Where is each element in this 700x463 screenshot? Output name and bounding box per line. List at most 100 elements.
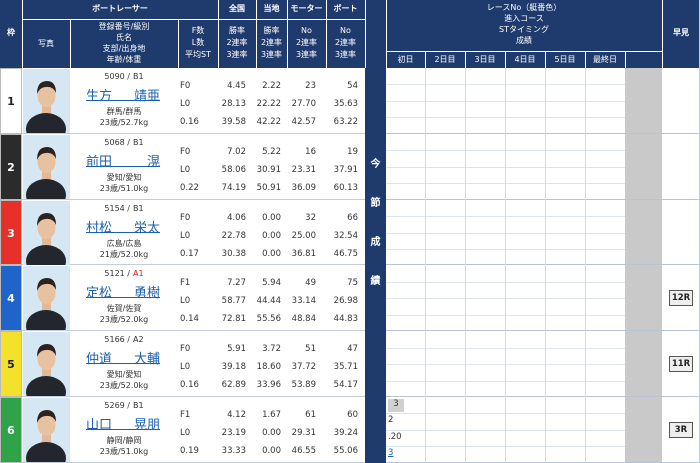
local-value: 3.72 [262,344,281,355]
national-value: 22.78 [221,230,246,241]
header-frame: 枠 [7,28,15,37]
racer-name[interactable]: 山口 晃朋 [86,414,160,433]
branch: 群馬/群馬 [106,107,142,116]
boat-value: 32.54 [333,230,358,241]
header-results: 成績 [516,36,532,45]
fl-value: F0 [180,212,191,223]
quick-button[interactable]: 3R [669,422,693,438]
fl-value: L0 [180,164,191,175]
branch: 広島/広島 [106,238,142,248]
name-part[interactable]: 山口 [86,418,113,433]
divider [386,132,700,134]
national-value: 33.33 [221,446,246,456]
divider [545,397,546,463]
racer-name[interactable]: 仲道 大輔 [86,348,160,368]
name-part[interactable]: 村松 [86,220,113,236]
branch: 佐賀/佐賀 [106,304,142,314]
reg-no: 5166 / [104,335,131,345]
row-bg [22,199,365,266]
fl-value: F0 [180,344,191,355]
frame-cell: 4 [0,265,22,332]
national-value: 58.77 [221,296,246,307]
header-motor: モーター [290,4,323,13]
header-fl: F数 [191,26,205,35]
row-bg [22,397,365,463]
motor-value: 33.14 [291,296,316,307]
divider [505,51,506,68]
divider [625,51,626,68]
result-3[interactable]: 3 [388,448,394,459]
frame-cell: 3 [0,199,22,266]
branch: 愛知/愛知 [106,172,142,182]
class: B1 [133,203,144,213]
divider [386,264,700,266]
name-part[interactable]: 勇樹 [133,286,160,302]
name-part[interactable]: 靖亜 [133,89,160,104]
divider [465,68,466,134]
header-day: 4日目 [514,55,536,64]
motor-value: 25.00 [291,230,316,241]
motor-value: 48.84 [291,314,316,325]
class: A2 [133,335,144,345]
header-info: 登録番号/級別 [98,22,150,31]
reg-class: 5154 /B1 [70,204,178,213]
name-part[interactable]: 生方 [86,89,113,104]
header-national: 全国 [229,4,245,13]
boat-value: 26.98 [333,296,358,307]
motor-value: 61 [305,410,316,420]
divider [545,51,546,68]
fl-value: L0 [180,99,191,109]
header-col-line: 2連率 [260,38,283,47]
divider [425,133,426,200]
fl-value: F1 [180,278,191,289]
divider [505,397,506,463]
boat-value: 60 [347,410,358,420]
divider [465,397,466,463]
boat-value: 54.17 [333,380,358,391]
local-value: 2.22 [262,81,281,91]
divider [545,199,546,266]
divider [545,331,546,397]
motor-value: 36.09 [291,182,316,193]
racer-name[interactable]: 定松 勇樹 [86,282,160,302]
racer-name[interactable]: 村松 栄太 [86,217,160,236]
name-part[interactable]: 大輔 [133,352,160,368]
divider [386,396,700,397]
quick-button[interactable]: 11R [669,356,693,373]
header-col-line: 2連率 [295,38,318,47]
divider [256,0,257,68]
divider [70,19,71,68]
quick-button[interactable]: 12R [669,290,693,307]
national-value: 4.06 [227,212,246,223]
boat-value: 54 [347,81,358,91]
racer-name[interactable]: 前田 滉 [86,151,160,170]
boat-value: 39.24 [333,428,358,438]
age-weight: 23歳/52.7kg [99,118,149,127]
class: A1 [133,269,144,279]
motor-value: 53.89 [291,380,316,391]
reg-no: 5154 / [104,203,131,213]
racer-name[interactable]: 生方 靖亜 [86,85,160,104]
divider [22,19,365,20]
header-day: 3日目 [474,55,496,64]
divider [465,265,466,332]
divider [465,133,466,200]
divider [585,397,586,463]
name-part[interactable]: 仲道 [86,352,113,368]
national-value: 30.38 [221,248,246,259]
header-col-line: No [301,26,312,35]
branch: 愛知/愛知 [106,370,142,380]
name-part[interactable]: 定松 [86,286,113,302]
name-part[interactable]: 前田 [86,154,113,170]
row-bg [22,68,365,134]
local-value: 0.00 [262,248,281,259]
header-boat: ボート [333,4,358,13]
motor-value: 42.57 [291,117,316,127]
national-value: 7.02 [227,146,246,157]
reg-no: 5269 / [104,401,131,410]
name-part[interactable]: 晃朋 [133,418,160,433]
name-part[interactable]: 滉 [146,154,160,170]
name-part[interactable]: 栄太 [133,220,160,236]
frame-cell: 1 [0,68,22,134]
divider [585,199,586,266]
